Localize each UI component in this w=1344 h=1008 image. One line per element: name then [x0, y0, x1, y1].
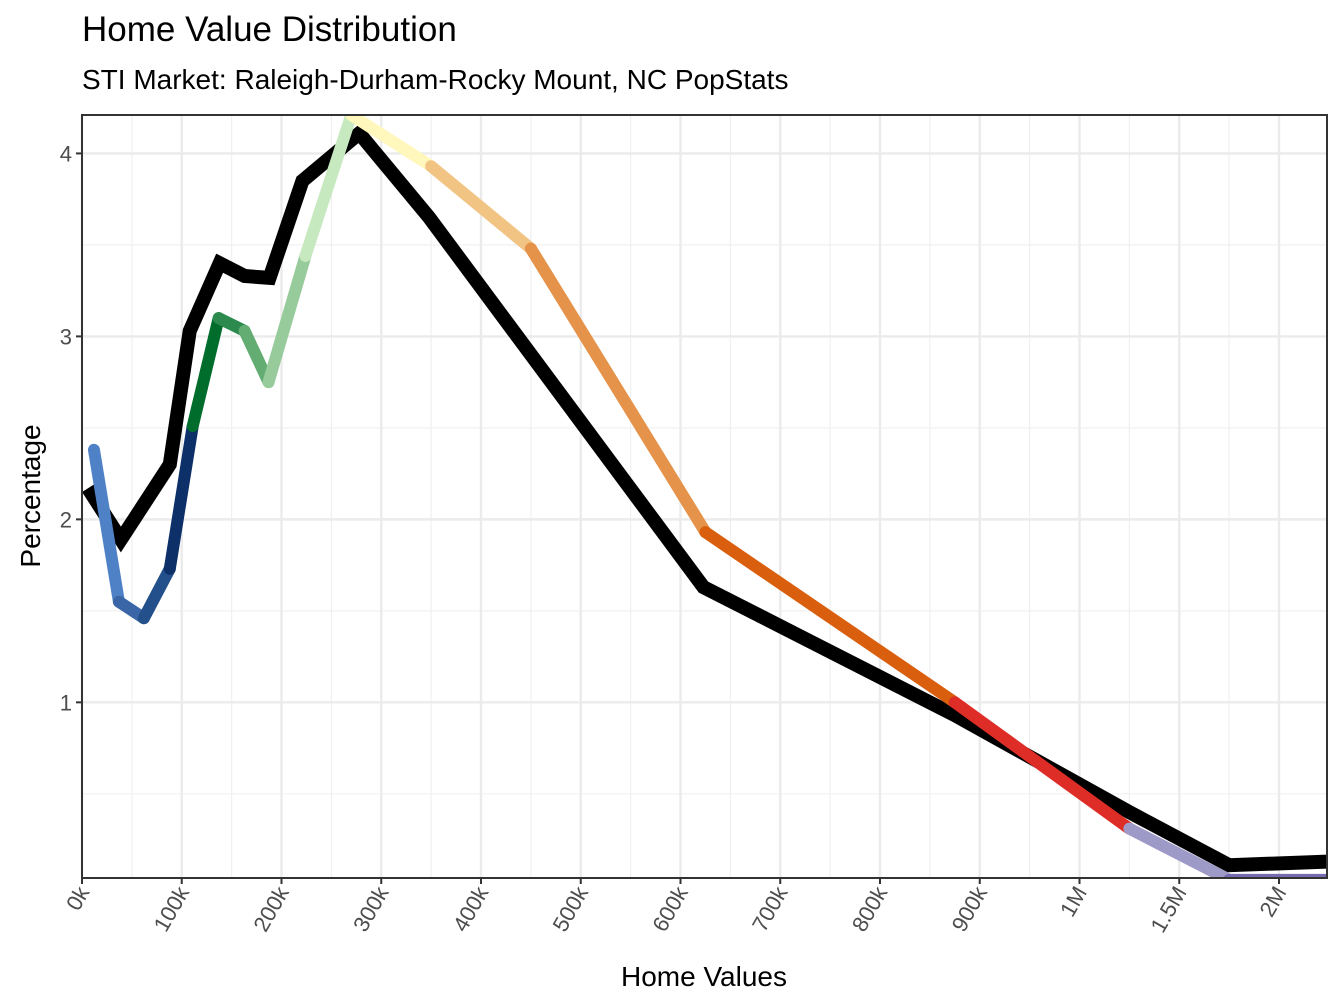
- x-tick-label: 1.5M: [1145, 882, 1191, 937]
- y-tick-label: 4: [60, 141, 72, 166]
- series-segment: [1123, 822, 1235, 878]
- x-tick-label: 100k: [149, 881, 195, 936]
- y-axis-label: Percentage: [15, 424, 46, 567]
- series-segment: [948, 696, 1136, 835]
- series-segment: [186, 312, 225, 433]
- x-tick-label: 900k: [947, 881, 993, 936]
- x-tick-label: 200k: [248, 881, 294, 936]
- series-segment: [137, 562, 176, 625]
- x-tick-label: 0k: [61, 881, 95, 914]
- chart-subtitle: STI Market: Raleigh-Durham-Rocky Mount, …: [82, 64, 789, 95]
- series-segment: [87, 443, 125, 608]
- x-axis-label: Home Values: [621, 961, 787, 992]
- series-segment: [345, 115, 438, 173]
- series-segment: [299, 115, 358, 262]
- x-tick-label: 600k: [647, 881, 693, 936]
- series-line-black: [82, 123, 1327, 873]
- x-tick-label: 1M: [1055, 882, 1092, 921]
- x-tick-label: 300k: [348, 881, 394, 936]
- y-tick-label: 2: [60, 507, 72, 532]
- x-tick-label: 800k: [847, 881, 893, 936]
- chart-title: Home Value Distribution: [82, 10, 457, 49]
- x-tick-label: 700k: [747, 881, 793, 936]
- y-tick-label: 1: [60, 690, 72, 715]
- x-tick-label: 400k: [448, 881, 494, 936]
- series-segment: [262, 249, 312, 389]
- plot-border: [81, 114, 1328, 879]
- x-tick-label: 2M: [1254, 882, 1291, 921]
- series-segment: [425, 160, 537, 255]
- series-segment: [524, 242, 712, 539]
- series-segment: [699, 526, 961, 709]
- series-segment: [238, 324, 275, 389]
- x-tick-label: 500k: [548, 881, 594, 936]
- series-segment: [163, 420, 199, 575]
- y-tick-label: 3: [60, 324, 72, 349]
